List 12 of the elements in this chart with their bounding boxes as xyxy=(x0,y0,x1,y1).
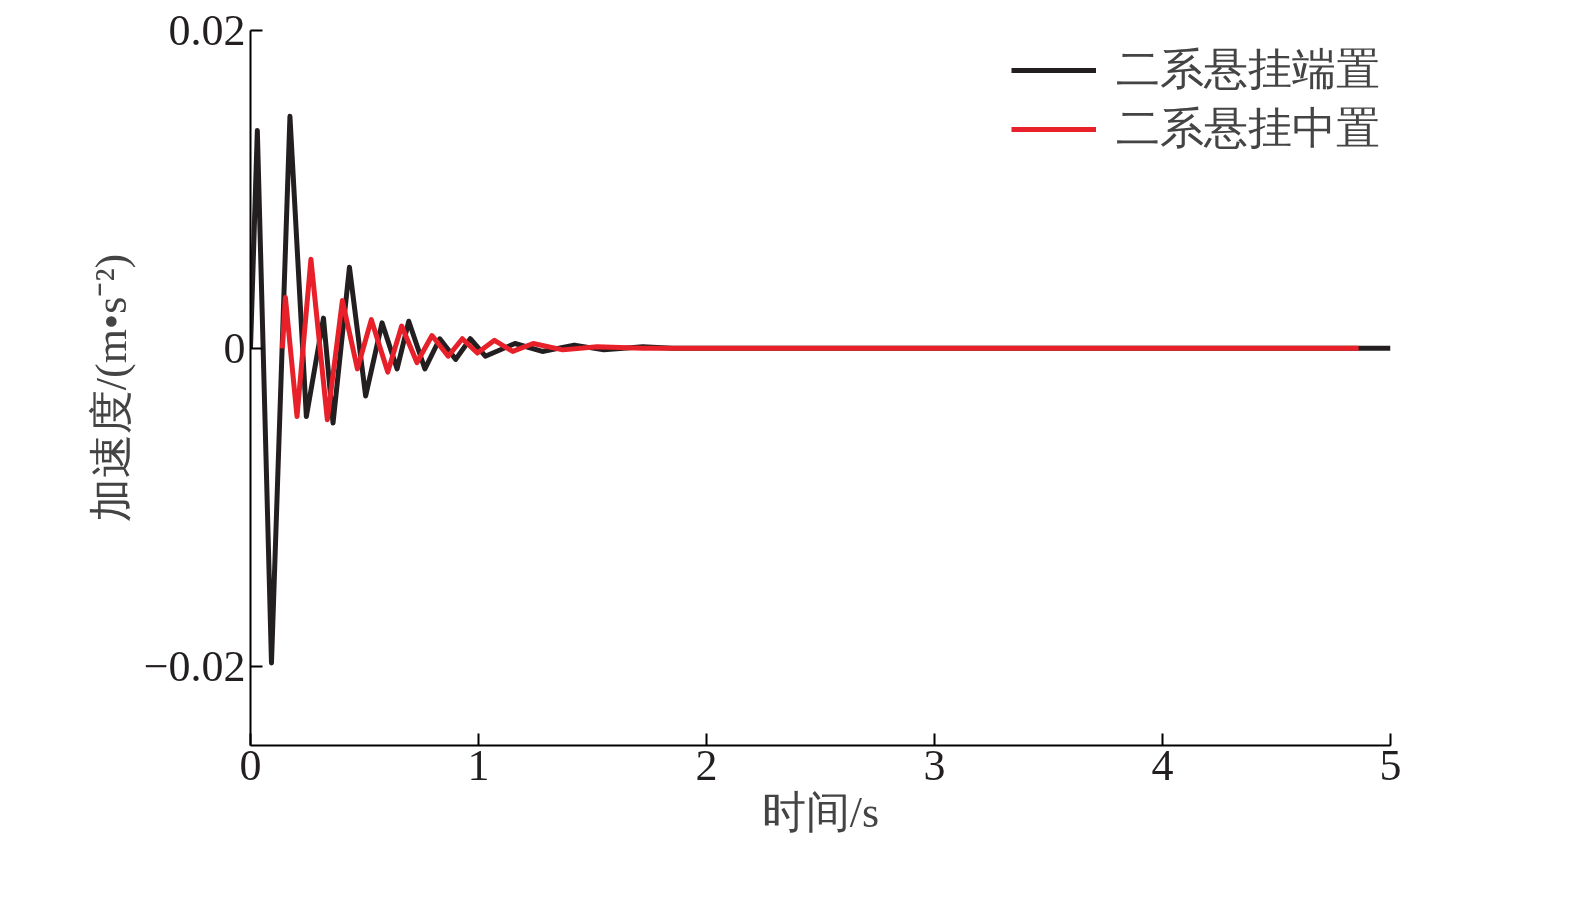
y-tick-label: 0 xyxy=(223,323,246,373)
legend-label: 二系悬挂中置 xyxy=(1116,103,1380,155)
x-tick-label: 4 xyxy=(1151,740,1174,790)
x-axis-title: 时间/s xyxy=(761,787,880,837)
legend-label: 二系悬挂端置 xyxy=(1116,44,1380,96)
x-tick-label: 2 xyxy=(695,740,718,790)
y-tick-label: 0.02 xyxy=(168,6,246,55)
y-axis-title: 加速度/(m•s⁻²) xyxy=(86,253,136,523)
x-tick-label: 1 xyxy=(467,740,490,790)
x-tick-label: 3 xyxy=(923,740,946,790)
y-tick-label: −0.02 xyxy=(143,641,246,691)
x-tick-label: 5 xyxy=(1379,740,1402,790)
